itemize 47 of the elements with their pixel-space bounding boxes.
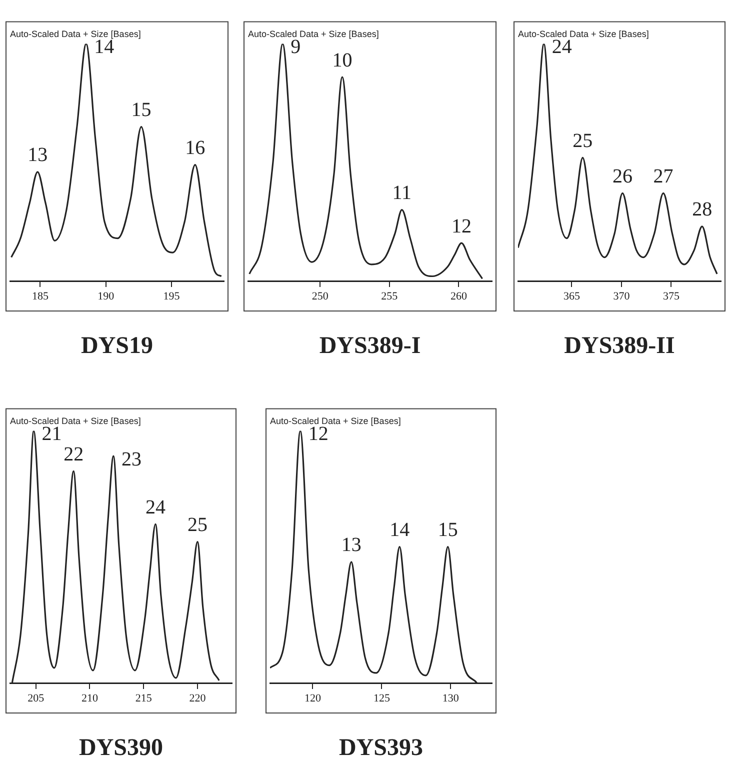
annotation: 13 bbox=[28, 144, 48, 166]
annotation: 15 bbox=[131, 99, 152, 122]
x-tick-label: 195 bbox=[163, 290, 180, 302]
annotation: 11 bbox=[392, 182, 412, 204]
annotation: 28 bbox=[692, 198, 712, 221]
x-tick-label: 220 bbox=[189, 692, 206, 704]
x-tick-label: 190 bbox=[98, 290, 115, 302]
x-tick-label: 205 bbox=[28, 692, 45, 704]
chart-subtitle: Auto-Scaled Data + Size [Bases] bbox=[248, 28, 379, 39]
annotation: 26 bbox=[612, 165, 632, 188]
x-tick-label: 250 bbox=[312, 290, 329, 302]
chart-subtitle: Auto-Scaled Data + Size [Bases] bbox=[10, 28, 141, 39]
x-tick-label: 255 bbox=[381, 290, 398, 302]
annotation: 25 bbox=[572, 130, 593, 152]
x-tick-label: 210 bbox=[82, 692, 98, 704]
annotation: 27 bbox=[653, 165, 674, 188]
annotation: 12 bbox=[452, 215, 472, 238]
x-tick-label: 260 bbox=[450, 290, 468, 302]
text: DYS19 bbox=[80, 332, 154, 359]
text: DYS393 bbox=[338, 734, 424, 761]
annotation: 13 bbox=[341, 534, 362, 556]
x-tick-label: 130 bbox=[442, 692, 460, 704]
annotation: 23 bbox=[121, 448, 142, 470]
text: DYS389-I bbox=[319, 332, 421, 359]
annotation: 25 bbox=[188, 514, 208, 536]
annotation: 10 bbox=[332, 49, 352, 72]
annotation: 22 bbox=[64, 443, 84, 466]
x-tick-label: 365 bbox=[563, 290, 580, 302]
annotation: 16 bbox=[185, 137, 206, 160]
annotation: 24 bbox=[552, 36, 572, 58]
annotation: 24 bbox=[145, 496, 166, 518]
x-tick-label: 370 bbox=[613, 290, 630, 302]
annotation: 14 bbox=[390, 519, 410, 542]
annotation: 9 bbox=[290, 36, 301, 58]
x-tick-label: 120 bbox=[304, 692, 322, 704]
chart-subtitle: Auto-Scaled Data + Size [Bases] bbox=[518, 28, 649, 39]
x-tick-label: 185 bbox=[32, 290, 49, 302]
annotation: 15 bbox=[438, 519, 458, 542]
chart-subtitle: Auto-Scaled Data + Size [Bases] bbox=[10, 416, 141, 426]
annotation: 21 bbox=[42, 423, 62, 446]
text: DYS390 bbox=[78, 734, 164, 761]
chart-subtitle: Auto-Scaled Data + Size [Bases] bbox=[270, 416, 401, 426]
annotation: 12 bbox=[308, 423, 328, 446]
x-tick-label: 375 bbox=[662, 290, 680, 302]
x-tick-label: 215 bbox=[135, 692, 152, 704]
text: DYS389-II bbox=[564, 332, 675, 359]
x-tick-label: 125 bbox=[373, 692, 390, 704]
